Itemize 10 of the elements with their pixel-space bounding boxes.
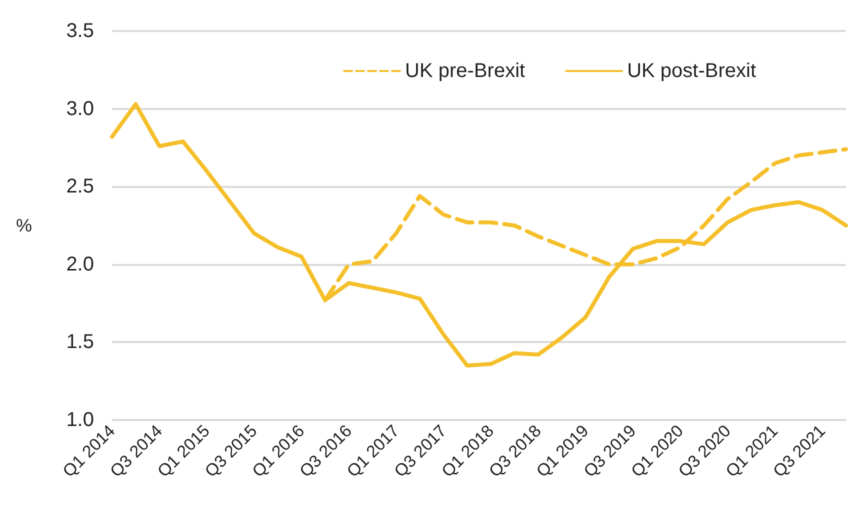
legend-label: UK post-Brexit (627, 60, 756, 82)
y-tick-label: 2.5 (66, 176, 94, 198)
y-tick-label: 1.0 (66, 409, 94, 431)
line-series (110, 102, 848, 368)
y-axis-title: % (16, 216, 32, 236)
y-tick-label: 1.5 (66, 331, 94, 354)
y-tick-label: 2.0 (66, 253, 94, 276)
y-tick-label: 3.0 (66, 98, 94, 120)
legend-label: UK pre-Brexit (405, 60, 526, 82)
y-tick-label: 3.5 (66, 20, 94, 42)
